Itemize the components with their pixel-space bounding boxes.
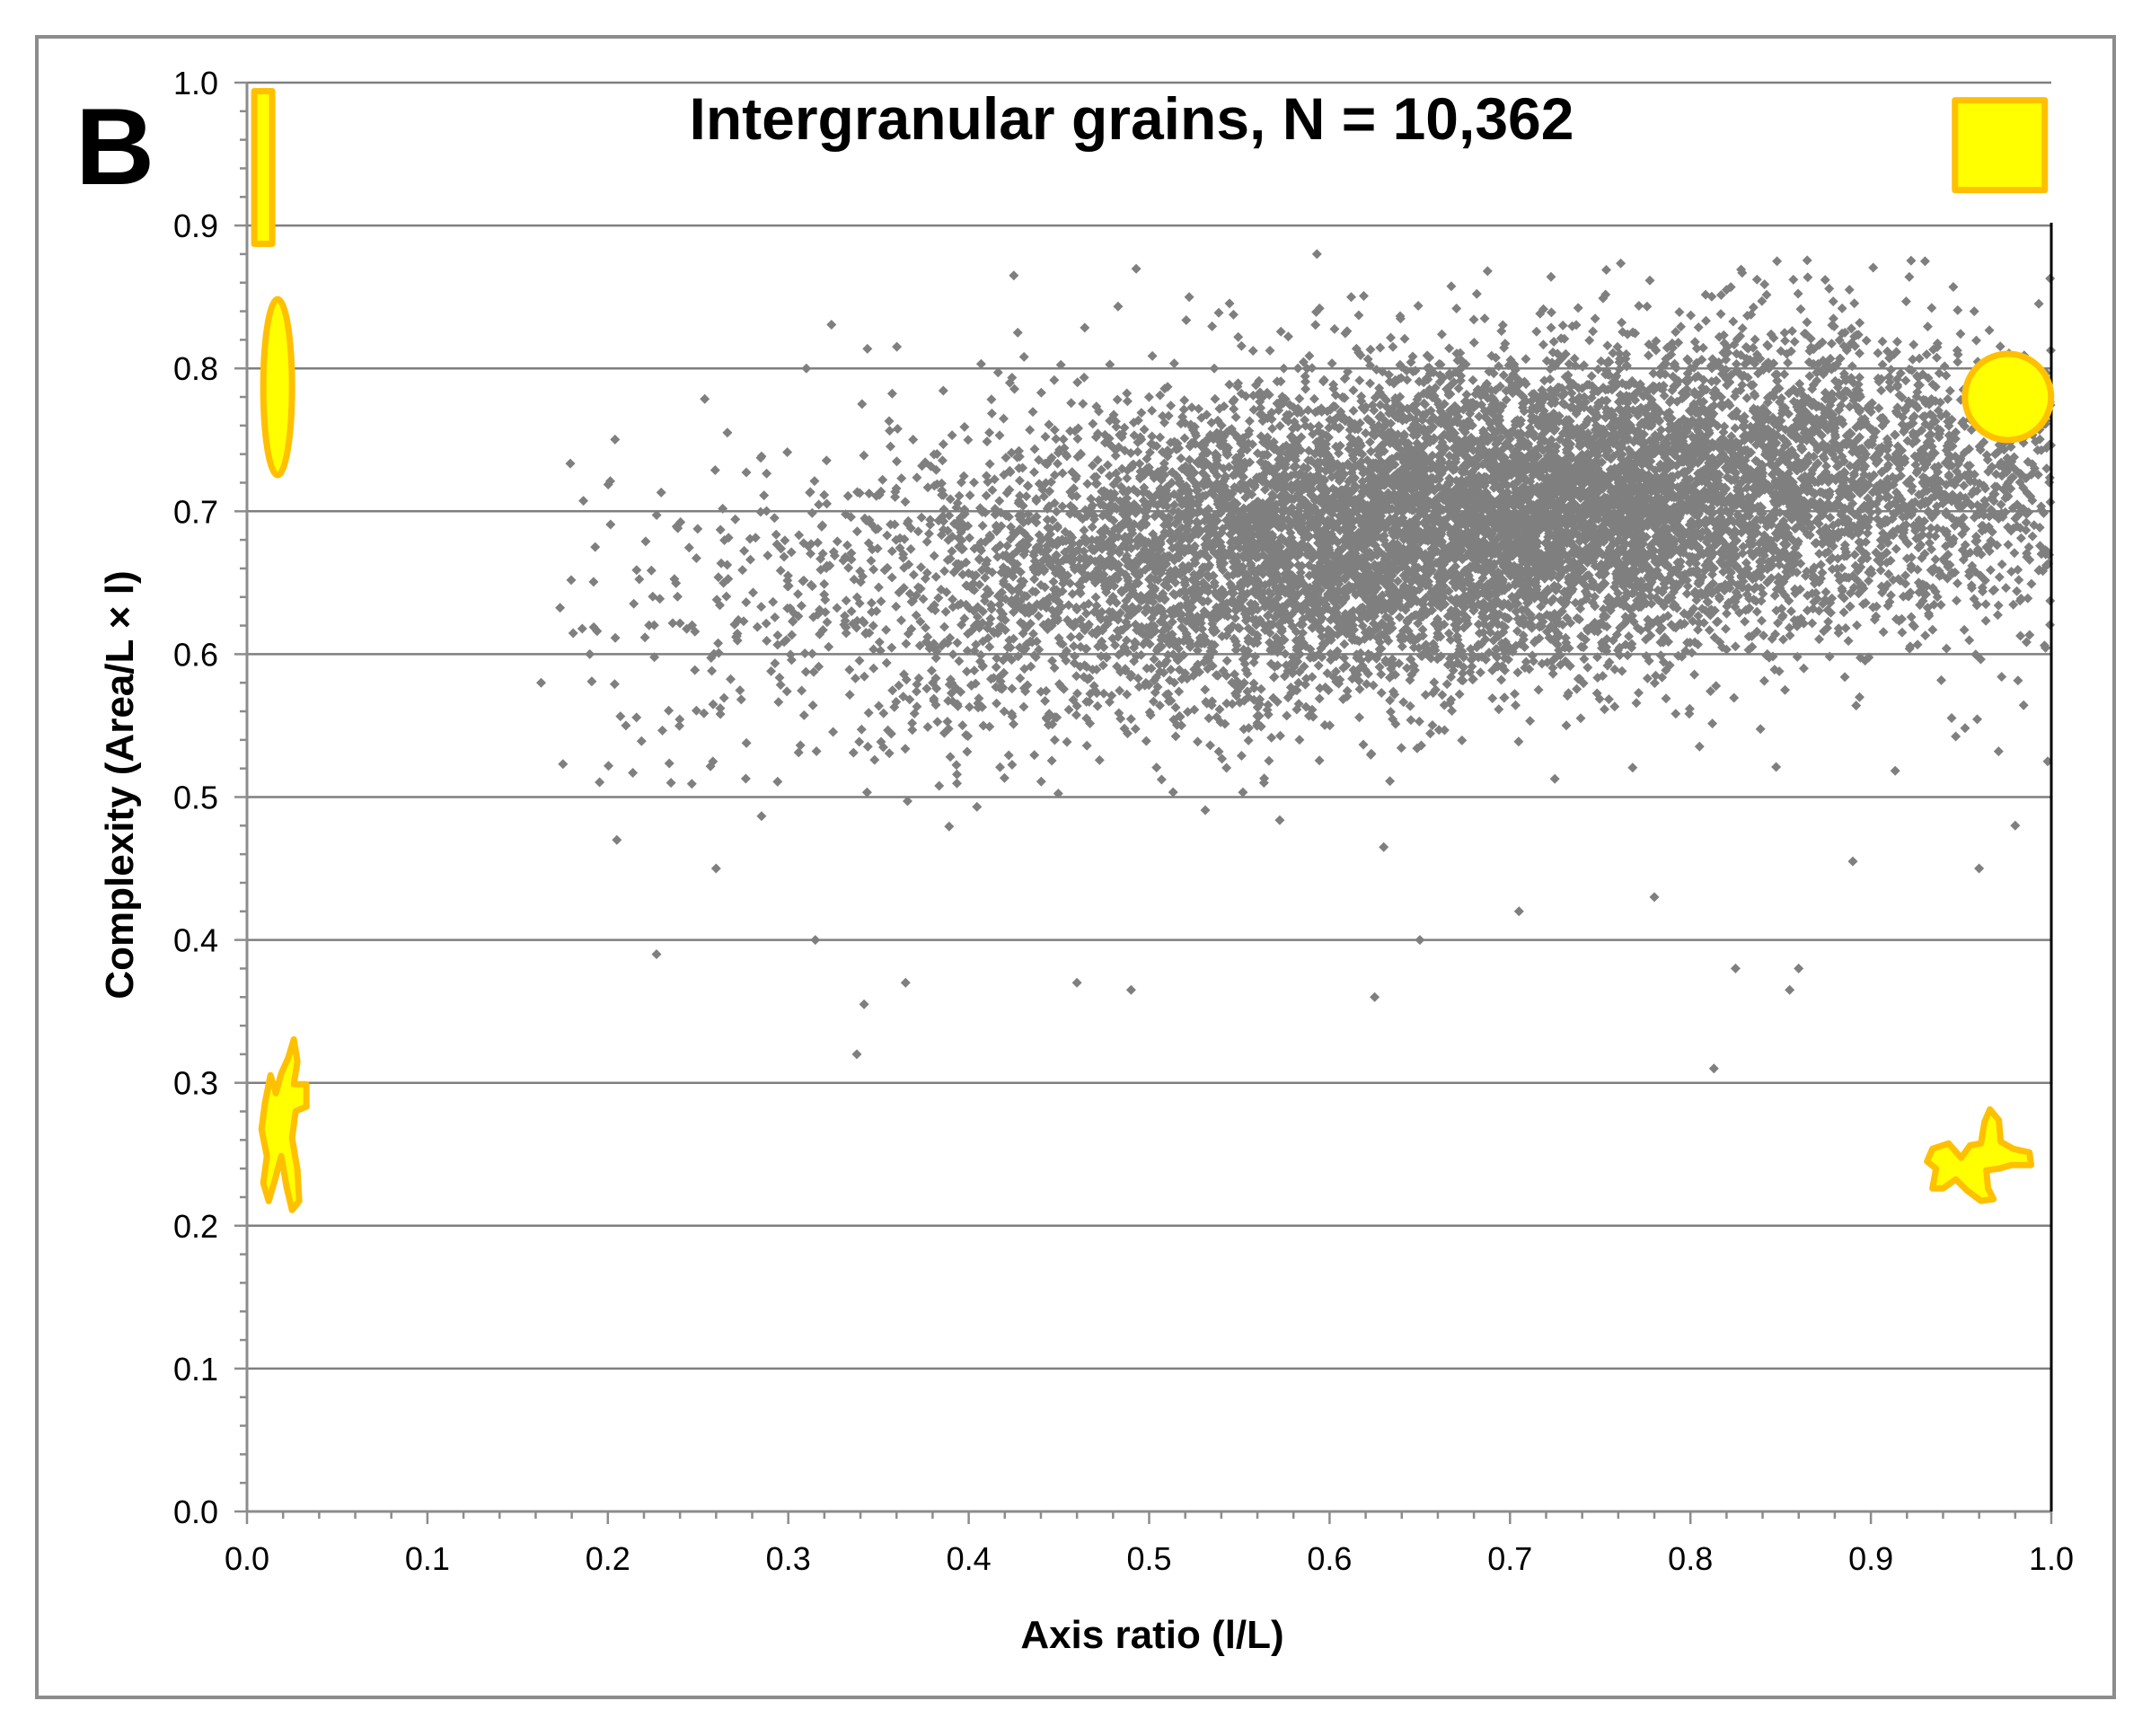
x-tick-label: 0.4 [947, 1540, 992, 1577]
x-axis-label: Axis ratio (l/L) [1020, 1613, 1283, 1657]
y-tick-label: 0.6 [173, 636, 218, 673]
x-tick-label: 0.9 [1848, 1540, 1893, 1577]
y-tick-label: 0.4 [173, 922, 218, 959]
data-points [536, 249, 2057, 1074]
elongated-irregular-glyph [258, 1035, 310, 1213]
x-tick-label: 0.5 [1126, 1540, 1171, 1577]
x-tick-label: 0.8 [1668, 1540, 1713, 1577]
square-glyph [1952, 97, 2049, 194]
y-tick-label: 0.5 [173, 780, 218, 816]
y-axis-label: Complexity (Area/L × l) [98, 570, 142, 999]
x-tick-label: 1.0 [2029, 1540, 2074, 1577]
thin-ellipse-glyph [260, 295, 295, 479]
x-tick-label: 0.0 [225, 1540, 269, 1577]
y-tick-label: 0.3 [173, 1065, 218, 1102]
x-tick-label: 0.1 [405, 1540, 450, 1577]
chart-title: Intergranular grains, N = 10,362 [690, 85, 1574, 152]
panel-label: B [75, 85, 154, 207]
thin-rectangle-glyph [251, 88, 276, 248]
y-tick-label: 0.2 [173, 1208, 218, 1245]
x-tick-label: 0.3 [766, 1540, 811, 1577]
circle-glyph [1961, 350, 2055, 444]
gridlines [247, 81, 2051, 1370]
figure-border [35, 35, 2116, 1699]
x-tick-label: 0.6 [1307, 1540, 1352, 1577]
y-tick-label: 0.7 [173, 493, 218, 530]
y-tick-label: 0.0 [173, 1494, 218, 1530]
y-tick-label: 1.0 [173, 65, 218, 101]
tick-labels: 0.0 0.1 0.2 0.3 0.4 0.5 0.6 0.7 0.8 0.9 1.0 0.0 0.1 0… [173, 65, 2074, 1577]
y-tick-label: 0.9 [173, 207, 218, 244]
y-tick-label: 0.1 [173, 1351, 218, 1388]
y-tick-label: 0.8 [173, 350, 218, 387]
x-tick-label: 0.7 [1487, 1540, 1532, 1577]
x-tick-label: 0.2 [586, 1540, 630, 1577]
scatter-points [536, 249, 2057, 1074]
shape-glyphs [251, 88, 2055, 1213]
axes [234, 81, 2053, 1524]
equant-irregular-glyph [1924, 1106, 2035, 1204]
